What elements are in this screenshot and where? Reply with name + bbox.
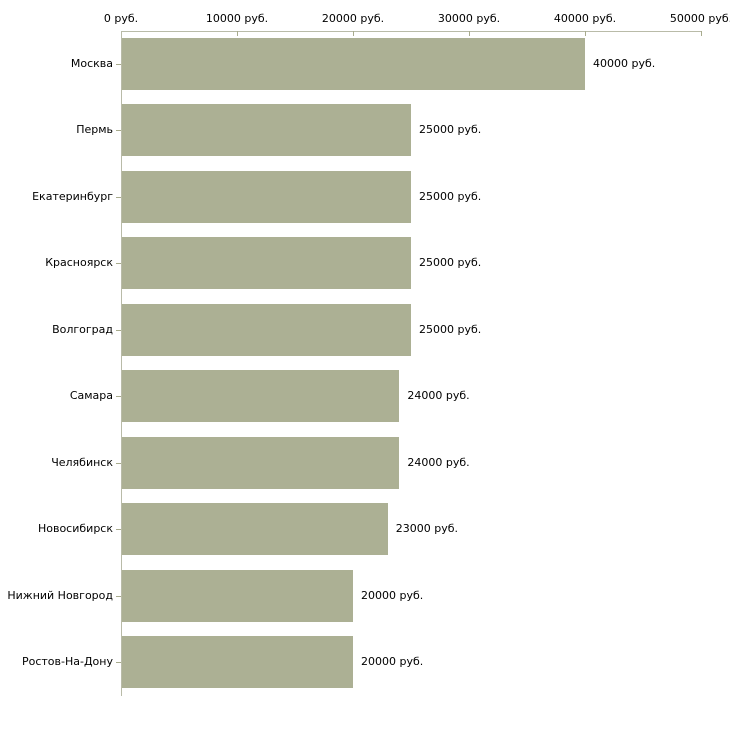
x-axis-tick-label: 20000 руб. <box>321 12 385 25</box>
y-axis-category-label: Самара <box>69 389 113 402</box>
y-axis-tick-mark <box>116 463 121 464</box>
bar-value-label: 25000 руб. <box>419 322 482 336</box>
x-axis-line <box>121 31 701 32</box>
bar-value-label: 23000 руб. <box>395 522 459 535</box>
y-axis-category-label: Ростов-На-Дону <box>21 655 113 668</box>
y-axis-tick-mark <box>116 396 121 397</box>
bar[interactable] <box>122 436 400 489</box>
bar-value-label: 25000 руб. <box>419 256 482 269</box>
x-axis-tick-mark <box>701 31 702 36</box>
y-axis-category-label: Новосибирск <box>37 522 113 535</box>
bar[interactable] <box>122 37 585 90</box>
bar[interactable] <box>122 237 411 289</box>
x-axis-tick-mark <box>237 31 238 36</box>
y-axis-category-label: Нижний Новгород <box>7 588 113 602</box>
y-axis-tick-mark <box>116 197 121 198</box>
x-axis-tick-mark <box>469 31 470 36</box>
x-axis-tick-mark <box>353 31 354 36</box>
y-axis-tick-mark <box>116 529 121 530</box>
x-axis-tick-label: 0 руб. <box>103 12 139 25</box>
bar-value-label: 20000 руб. <box>361 655 424 668</box>
y-axis-category-label: Челябинск <box>51 455 113 469</box>
y-axis-tick-mark <box>116 330 121 331</box>
x-axis-tick-mark <box>585 31 586 36</box>
bar-value-label: 24000 руб. <box>407 455 470 469</box>
bar-value-label: 20000 руб. <box>361 588 424 602</box>
y-axis-category-label: Екатеринбург <box>32 189 113 203</box>
y-axis-category-label: Москва <box>70 56 113 70</box>
bar[interactable] <box>122 636 353 688</box>
bar-value-label: 25000 руб. <box>419 123 482 136</box>
bar[interactable] <box>122 170 411 223</box>
y-axis-line <box>121 31 122 696</box>
y-axis-tick-mark <box>116 64 121 65</box>
bar[interactable] <box>122 303 411 356</box>
bar[interactable] <box>122 370 400 422</box>
x-axis-tick-label: 10000 руб. <box>205 12 269 25</box>
bar-value-label: 40000 руб. <box>593 56 656 70</box>
y-axis-tick-mark <box>116 596 121 597</box>
y-axis-category-label: Волгоград <box>52 322 113 336</box>
y-axis-tick-mark <box>116 130 121 131</box>
x-axis-tick-labels: 0 руб. 10000 руб. 20000 руб. 30000 руб. 4000… <box>0 12 730 28</box>
y-axis-category-label: Пермь <box>76 123 113 136</box>
bar[interactable] <box>122 503 388 555</box>
x-axis-tick-label: 40000 руб. <box>553 12 617 25</box>
bar[interactable] <box>122 104 411 156</box>
x-axis-tick-label: 50000 руб. <box>669 12 730 25</box>
bar-value-label: 24000 руб. <box>407 389 470 402</box>
y-axis-tick-mark <box>116 263 121 264</box>
bar[interactable] <box>122 569 353 622</box>
y-axis-tick-mark <box>116 662 121 663</box>
x-axis-tick-label: 30000 руб. <box>437 12 501 25</box>
bar-value-label: 25000 руб. <box>419 189 482 203</box>
y-axis-category-label: Красноярск <box>45 256 113 269</box>
